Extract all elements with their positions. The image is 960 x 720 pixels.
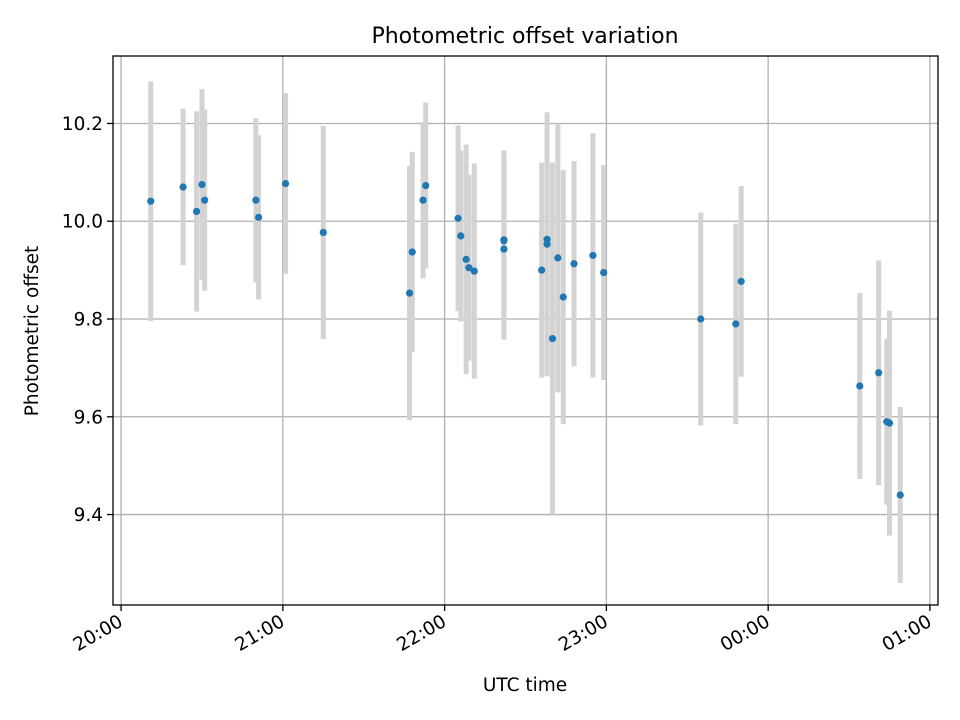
data-point xyxy=(254,213,263,221)
y-tick-label: 10.2 xyxy=(62,114,103,135)
data-point xyxy=(875,369,883,377)
data-point xyxy=(454,214,462,222)
data-point xyxy=(462,255,470,263)
data-point xyxy=(500,237,508,245)
data-point xyxy=(252,196,260,204)
x-axis-label: UTC time xyxy=(483,675,567,696)
data-point xyxy=(737,277,745,285)
data-point xyxy=(500,245,508,253)
data-point xyxy=(192,207,201,216)
data-point xyxy=(470,267,478,275)
data-point xyxy=(201,196,209,204)
data-point xyxy=(589,251,597,260)
data-point xyxy=(548,334,557,343)
data-point xyxy=(419,196,427,204)
data-point xyxy=(319,228,327,237)
y-tick-label: 10.0 xyxy=(62,212,103,233)
y-axis-ticks: 9.4 9.6 9.8 10.0 10.2 xyxy=(62,114,113,526)
y-tick-label: 9.6 xyxy=(74,407,103,428)
data-point xyxy=(559,293,567,301)
data-point xyxy=(554,254,562,262)
data-point xyxy=(408,248,416,256)
y-axis-label: Photometric offset xyxy=(22,246,43,417)
data-point xyxy=(422,181,430,190)
data-point xyxy=(885,419,894,427)
data-point xyxy=(465,264,473,272)
y-tick-label: 9.4 xyxy=(74,505,103,526)
data-point xyxy=(697,315,705,323)
data-point xyxy=(856,382,864,390)
data-point xyxy=(570,260,578,268)
data-point xyxy=(179,183,187,191)
data-point xyxy=(147,197,155,205)
plot-frame xyxy=(112,55,939,606)
data-point xyxy=(405,289,414,297)
data-point xyxy=(543,240,551,248)
data-point xyxy=(281,179,290,188)
chart-title: Photometric offset variation xyxy=(371,24,678,49)
data-point xyxy=(732,320,740,328)
data-point xyxy=(198,180,206,189)
data-points xyxy=(147,179,904,499)
grid-lines xyxy=(113,56,938,605)
data-point xyxy=(896,491,904,499)
data-point xyxy=(538,266,546,274)
data-point xyxy=(457,232,465,240)
y-tick-label: 9.8 xyxy=(74,310,103,331)
data-point xyxy=(600,268,608,277)
